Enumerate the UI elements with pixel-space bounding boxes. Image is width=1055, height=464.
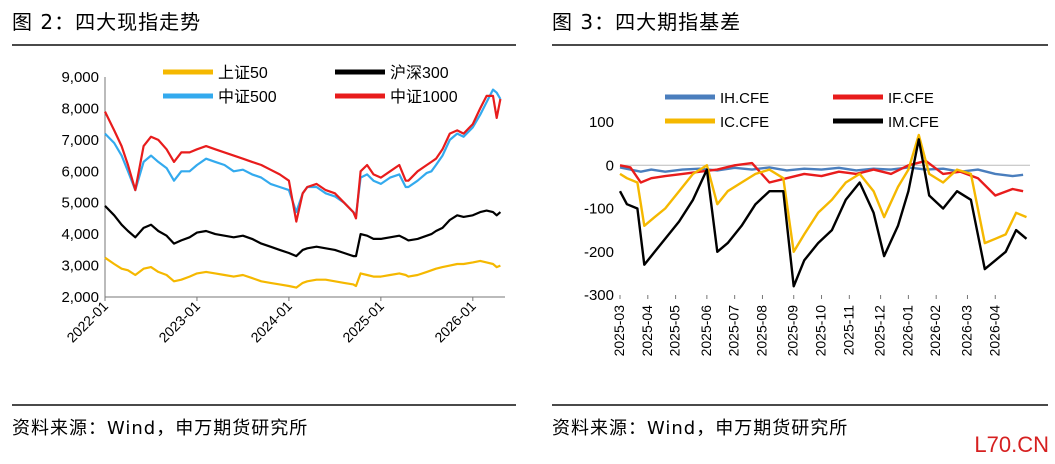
y-tick-label: 5,000 — [61, 195, 99, 212]
x-tick-label: 2025-01 — [339, 298, 387, 346]
y-tick-label: 4,000 — [61, 226, 99, 243]
x-tick-label: 2025-10 — [813, 305, 829, 357]
legend-label: 中证1000 — [390, 88, 458, 106]
left-figure-title: 图 2：四大现指走势 — [12, 10, 202, 34]
series-line-1 — [619, 159, 1024, 197]
left-source-note: 资料来源：Wind，申万期货研究所 — [12, 418, 309, 439]
x-tick-label: 2025-08 — [753, 305, 769, 357]
y-tick-label: 100 — [589, 114, 614, 131]
series-line-2 — [104, 205, 502, 258]
y-tick-label: 6,000 — [61, 163, 99, 180]
x-tick-label: 2025-06 — [698, 305, 714, 357]
legend-label: IM.CFE — [888, 114, 939, 131]
x-tick-label: 2025-09 — [785, 305, 801, 357]
left-source-rule — [12, 404, 516, 406]
y-tick-label: 9,000 — [61, 69, 99, 86]
y-tick-label: 3,000 — [61, 258, 99, 275]
legend-label: IH.CFE — [720, 90, 769, 107]
watermark: L70.CN — [974, 432, 1049, 457]
x-tick-label: 2026-03 — [958, 305, 974, 357]
right-title-rule — [552, 44, 1048, 46]
x-tick-label: 2025-11 — [840, 305, 856, 356]
x-tick-label: 2026-01 — [899, 305, 915, 357]
legend-label: 沪深300 — [390, 64, 449, 82]
right-source-note: 资料来源：Wind，申万期货研究所 — [552, 418, 849, 439]
series-line-2 — [619, 133, 1027, 254]
x-tick-label: 2026-01 — [431, 298, 479, 346]
x-tick-label: 2024-01 — [247, 298, 295, 346]
series-line-3 — [104, 256, 501, 289]
y-tick-label: -300 — [584, 287, 614, 304]
x-tick-label: 2025-12 — [872, 305, 888, 357]
y-tick-label: -100 — [584, 201, 614, 218]
legend-label: IC.CFE — [720, 114, 769, 131]
y-tick-label: 8,000 — [61, 100, 99, 117]
series-line-1 — [104, 94, 502, 223]
x-tick-label: 2026-04 — [986, 305, 1002, 357]
x-tick-label: 2025-03 — [611, 305, 627, 357]
right-source-rule — [552, 404, 1048, 406]
x-tick-label: 2023-01 — [155, 298, 203, 346]
y-tick-label: 7,000 — [61, 132, 99, 149]
legend-label: 中证500 — [218, 88, 277, 106]
legend-label: 上证50 — [218, 64, 268, 82]
legend-label: IF.CFE — [888, 90, 934, 107]
y-tick-label: 0 — [606, 157, 614, 174]
right-figure-title: 图 3：四大期指基差 — [552, 10, 742, 34]
left-title-rule — [12, 44, 516, 46]
series-line-0 — [104, 88, 502, 217]
x-tick-label: 2025-07 — [726, 305, 742, 357]
x-tick-label: 2025-05 — [667, 305, 683, 357]
left-chart: 2,000 3,000 4,000 5,000 6,000 7,000 8,000 9,000… — [61, 64, 505, 346]
x-tick-label: 2025-04 — [639, 305, 655, 357]
series-line-3 — [618, 138, 1028, 288]
right-chart: -300 -200 -100 0 100 2025-03 2025-04 2025-05 202… — [584, 90, 1030, 357]
y-tick-label: -200 — [584, 244, 614, 261]
y-tick-label: 2,000 — [61, 289, 99, 306]
x-tick-label: 2026-02 — [927, 305, 943, 357]
